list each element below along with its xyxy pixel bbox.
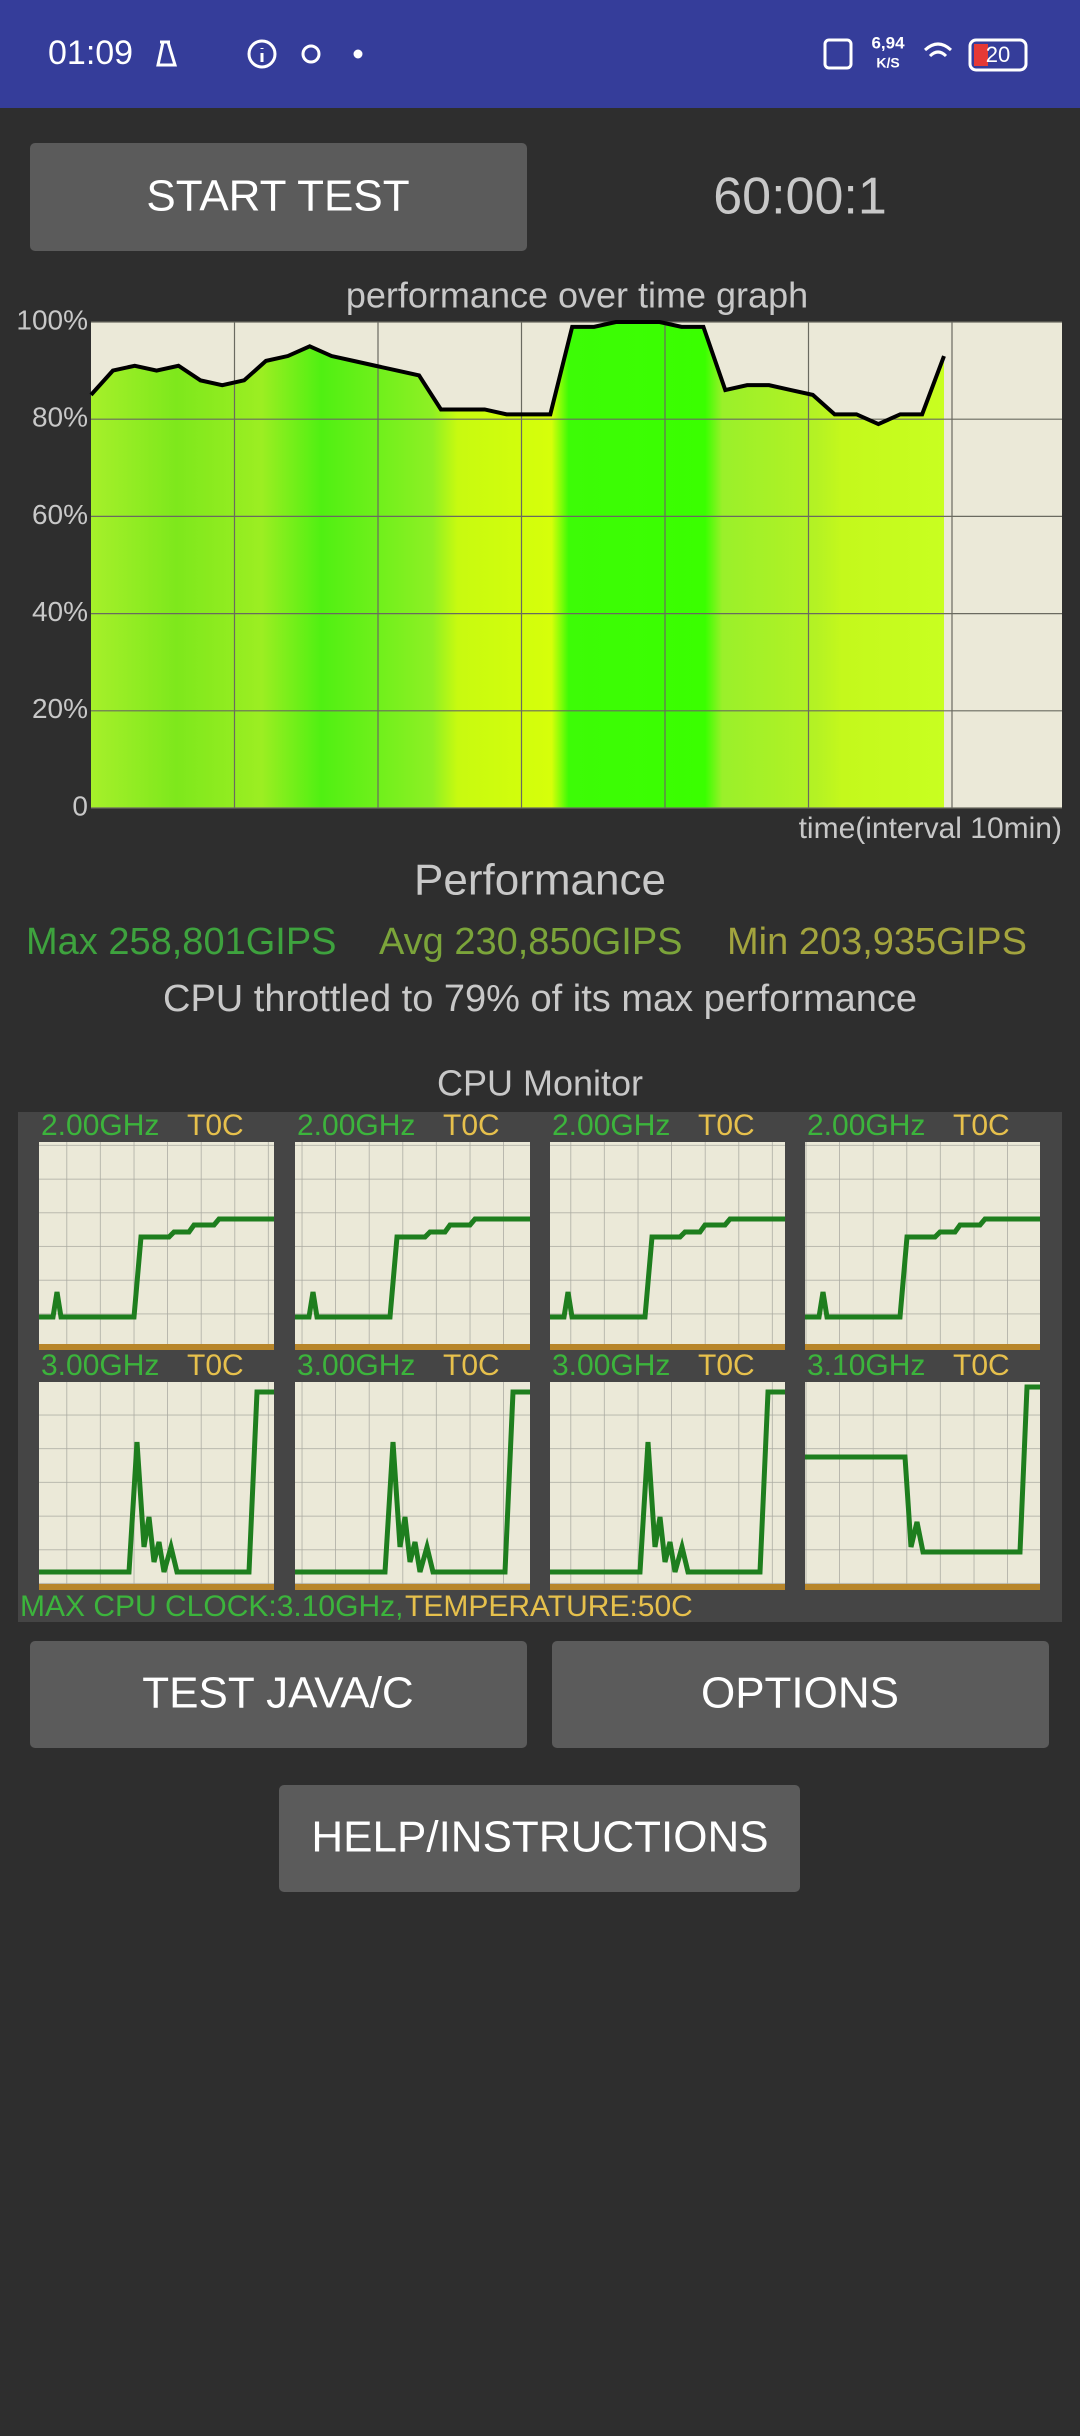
- core-graph-base: [805, 1584, 1040, 1590]
- core-temperature: T0C: [443, 1349, 500, 1382]
- status-icons: [156, 38, 1028, 72]
- battery-level: 20: [986, 42, 1010, 67]
- core-graph-grid: [805, 1142, 1040, 1344]
- core-temperature: T0C: [443, 1109, 500, 1142]
- graph-title: performance over time graph: [346, 275, 808, 316]
- help-label[interactable]: HELP/INSTRUCTIONS: [311, 1813, 768, 1862]
- net-unit: K/S: [876, 55, 899, 71]
- core-temperature: T0C: [187, 1109, 244, 1142]
- temperature: TEMPERATURE:50C: [405, 1590, 693, 1623]
- perf-max: Max 258,801GIPS: [26, 921, 337, 963]
- core-graph-base: [39, 1584, 274, 1590]
- net-speed: 6,94: [871, 33, 905, 52]
- core-frequency: 2.00GHz: [552, 1109, 670, 1142]
- core-graph-grid: [39, 1142, 274, 1344]
- perf-avg: Avg 230,850GIPS: [379, 921, 683, 963]
- options-button[interactable]: [552, 1641, 1049, 1748]
- core-frequency: 2.00GHz: [297, 1109, 415, 1142]
- status-time: 01:09: [48, 34, 133, 72]
- start-test-button[interactable]: [30, 143, 527, 251]
- cpu-cores: 2.00GHz T0C 2.00GHz T0C 2.00GHz T0C 2.00GHz T0C…: [39, 1109, 1040, 1590]
- timer: 60:00:1: [713, 168, 887, 226]
- cpu-monitor-title: CPU Monitor: [437, 1063, 643, 1104]
- core-frequency: 3.10GHz: [807, 1349, 925, 1382]
- core-graph-grid: [550, 1142, 785, 1344]
- performance-title: Performance: [414, 856, 666, 905]
- core-frequency: 3.00GHz: [552, 1349, 670, 1382]
- perf-min: Min 203,935GIPS: [727, 921, 1027, 963]
- performance-graph: 100% 80% 60% 40% 20% 0: [16, 304, 1062, 821]
- test-java-button[interactable]: [30, 1641, 527, 1748]
- y-tick-label: 60%: [32, 499, 88, 530]
- core-graph-base: [295, 1344, 530, 1350]
- performance-area: [91, 322, 944, 808]
- core-graph-base: [805, 1344, 1040, 1350]
- core-frequency: 3.00GHz: [41, 1349, 159, 1382]
- y-tick-label: 0: [72, 790, 88, 821]
- core-graph-base: [550, 1344, 785, 1350]
- y-tick-label: 40%: [32, 596, 88, 627]
- core-graph-grid: [295, 1142, 530, 1344]
- test-java-label[interactable]: TEST JAVA/C: [142, 1669, 413, 1718]
- max-cpu-clock: MAX CPU CLOCK:3.10GHz,: [20, 1590, 403, 1623]
- core-temperature: T0C: [187, 1349, 244, 1382]
- status-bar: [0, 0, 1080, 108]
- core-temperature: T0C: [953, 1109, 1010, 1142]
- performance-line: [89, 320, 946, 427]
- x-axis-label: time(interval 10min): [799, 812, 1062, 845]
- options-label[interactable]: OPTIONS: [701, 1669, 899, 1718]
- core-graph-base: [39, 1344, 274, 1350]
- core-graph-base: [295, 1584, 530, 1590]
- y-tick-label: 100%: [16, 304, 88, 335]
- core-frequency: 2.00GHz: [807, 1109, 925, 1142]
- y-tick-label: 80%: [32, 402, 88, 433]
- core-temperature: T0C: [698, 1109, 755, 1142]
- y-tick-label: 20%: [32, 693, 88, 724]
- start-test-label[interactable]: START TEST: [146, 172, 409, 221]
- core-frequency: 2.00GHz: [41, 1109, 159, 1142]
- help-button[interactable]: [279, 1785, 800, 1892]
- core-frequency: 3.00GHz: [297, 1349, 415, 1382]
- core-graph-base: [550, 1584, 785, 1590]
- throttle-text: CPU throttled to 79% of its max performa…: [163, 978, 917, 1020]
- core-temperature: T0C: [953, 1349, 1010, 1382]
- core-temperature: T0C: [698, 1349, 755, 1382]
